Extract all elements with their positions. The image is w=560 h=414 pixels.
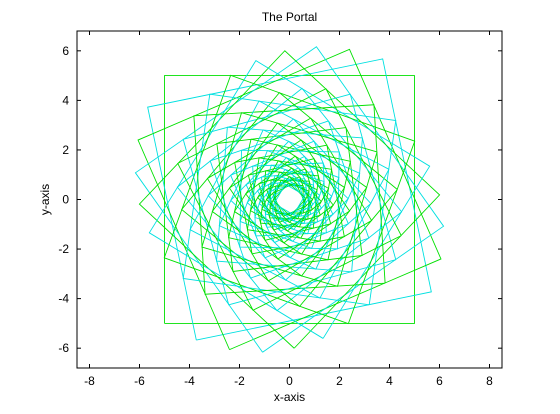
square-60	[273, 183, 306, 216]
square-19	[206, 117, 373, 282]
y-tick-label: 4	[62, 93, 69, 107]
square-13	[181, 91, 398, 308]
x-tick-label: -6	[134, 374, 145, 388]
square-2	[147, 58, 432, 341]
x-ticks: -8 -6 -4 -2 0 2 4 6 8	[84, 31, 493, 388]
square-57	[272, 182, 307, 217]
square-7	[163, 74, 416, 325]
y-tick-label: -2	[58, 242, 69, 256]
square-18	[209, 120, 370, 279]
axes-box	[76, 30, 503, 369]
x-tick-label: 0	[286, 374, 293, 388]
x-axis-label: x-axis	[274, 390, 305, 404]
square-9	[193, 104, 386, 295]
square-5	[138, 50, 441, 349]
square-25	[234, 144, 345, 255]
chart-title: The Portal	[262, 10, 317, 24]
square-17	[216, 127, 363, 272]
square-21	[211, 122, 368, 277]
x-tick-label: -8	[84, 374, 95, 388]
square-35	[245, 155, 334, 244]
square-29	[234, 144, 346, 255]
square-4	[134, 46, 445, 353]
square-8	[182, 93, 397, 306]
x-tick-label: 4	[386, 374, 393, 388]
square-16	[216, 126, 363, 273]
square-15	[201, 112, 378, 287]
x-tick-label: -2	[234, 374, 245, 388]
square-1	[164, 75, 415, 324]
square-46	[264, 175, 315, 224]
y-tick-label: 6	[62, 44, 69, 58]
x-tick-label: -4	[184, 374, 195, 388]
square-3	[137, 48, 442, 351]
y-tick-label: 0	[62, 193, 69, 207]
square-11	[177, 88, 402, 311]
y-axis-label: y-axis	[38, 184, 52, 215]
square-23	[228, 138, 351, 261]
y-tick-label: -4	[58, 292, 69, 306]
x-tick-label: 6	[436, 374, 443, 388]
square-59	[272, 182, 307, 217]
y-ticks: -6 -4 -2 0 2 4 6	[58, 44, 502, 355]
square-56	[273, 183, 306, 216]
square-12	[176, 87, 402, 312]
y-tick-label: 2	[62, 143, 69, 157]
square-6	[148, 59, 431, 339]
square-58	[272, 181, 308, 218]
x-tick-label: 8	[486, 374, 493, 388]
squares-layer	[134, 46, 445, 353]
square-10	[182, 93, 397, 306]
square-20	[207, 118, 372, 281]
x-tick-label: 2	[336, 374, 343, 388]
square-14	[189, 100, 390, 299]
y-tick-label: -6	[58, 341, 69, 355]
square-27	[229, 139, 351, 260]
